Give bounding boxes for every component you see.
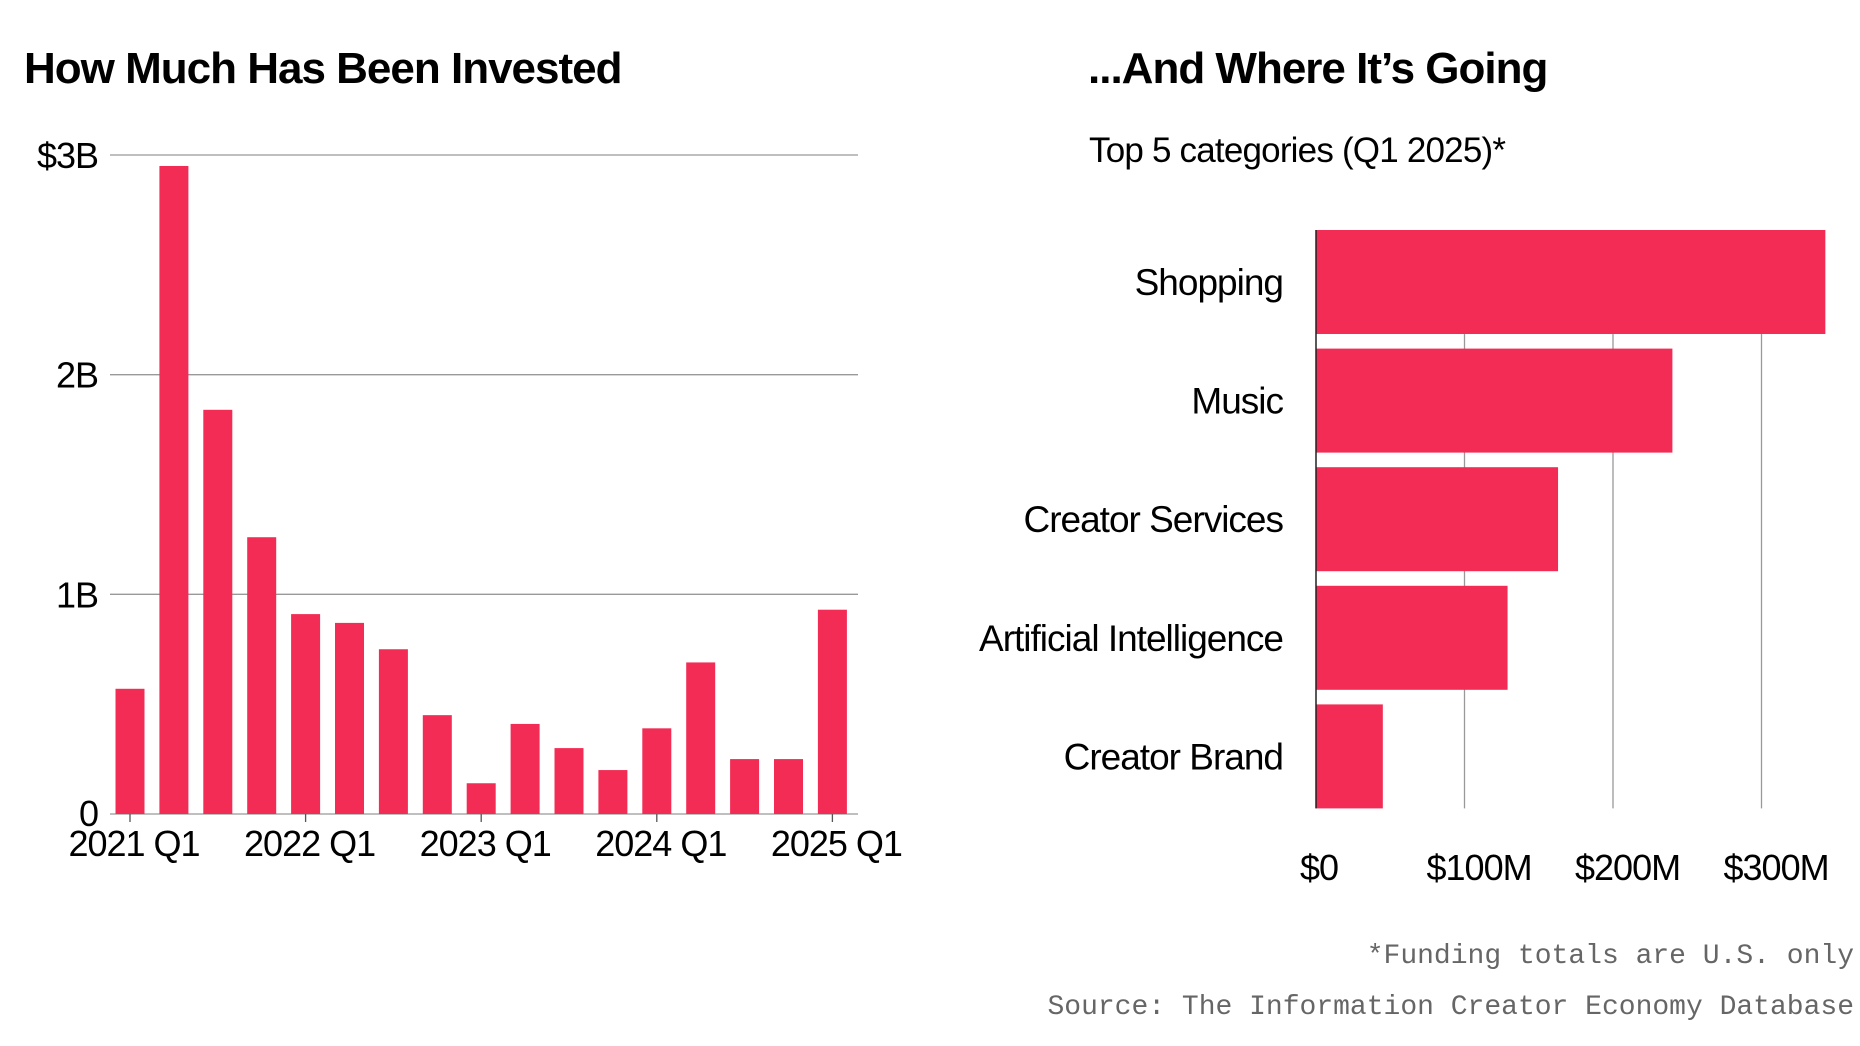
bar-artificial-intelligence bbox=[1316, 585, 1508, 690]
bar-2022-q3 bbox=[378, 649, 408, 814]
bar-2022-q1 bbox=[291, 614, 321, 814]
left-chart-title: How Much Has Been Invested bbox=[24, 44, 621, 93]
bar-2021-q2 bbox=[159, 165, 189, 814]
bar-2023-q3 bbox=[554, 748, 584, 814]
bar-music bbox=[1316, 348, 1673, 453]
bar-creator-services bbox=[1316, 467, 1559, 572]
footnote: *Funding totals are U.S. only bbox=[1367, 941, 1854, 972]
right-chart-subtitle: Top 5 categories (Q1 2025)* bbox=[1089, 131, 1506, 170]
x-tick-label: $300M bbox=[1724, 847, 1829, 888]
bar-2023-q2 bbox=[510, 723, 540, 814]
x-tick-label: 2023 Q1 bbox=[420, 823, 551, 864]
bar-2022-q4 bbox=[422, 715, 452, 814]
right-bar-chart: $0 $100M $200M $300M Shopping Music Creator Se… bbox=[979, 230, 1830, 888]
bar-2021-q1 bbox=[115, 688, 145, 814]
bar-2024-q4 bbox=[774, 759, 803, 814]
y-tick-label: 1B bbox=[56, 574, 98, 615]
x-tick-label: 2024 Q1 bbox=[595, 823, 726, 864]
y-tick-label: 0 bbox=[79, 793, 98, 834]
bar-creator-brand bbox=[1316, 704, 1383, 809]
bar-2025-q1 bbox=[817, 609, 847, 814]
left-bar-chart: 0 1B 2B $3B 2021 Q1 2022 Q1 2023 Q1 2024 Q1 2025… bbox=[37, 135, 903, 864]
x-tick-label: $100M bbox=[1427, 847, 1532, 888]
bar-2022-q2 bbox=[335, 622, 364, 814]
bar-2021-q4 bbox=[247, 537, 277, 814]
category-label: Shopping bbox=[1135, 262, 1283, 303]
bar-2024-q2 bbox=[686, 662, 716, 814]
x-tick-label: $200M bbox=[1575, 847, 1680, 888]
category-label: Creator Services bbox=[1023, 499, 1283, 540]
bar-2023-q1 bbox=[466, 783, 496, 814]
x-tick-label: 2022 Q1 bbox=[244, 823, 375, 864]
x-tick-label: 2021 Q1 bbox=[68, 823, 199, 864]
source-note: Source: The Information Creator Economy … bbox=[1047, 992, 1854, 1023]
category-label: Music bbox=[1191, 381, 1283, 422]
bar-2024-q3 bbox=[730, 759, 760, 814]
x-tick-label: $0 bbox=[1300, 847, 1338, 888]
bar-2023-q4 bbox=[598, 770, 628, 814]
y-tick-label: 2B bbox=[56, 355, 98, 396]
bar-2021-q3 bbox=[203, 409, 233, 814]
x-tick-label: 2025 Q1 bbox=[771, 823, 902, 864]
bar-shopping bbox=[1316, 230, 1826, 334]
y-tick-label: $3B bbox=[37, 135, 98, 176]
right-chart-title: ...And Where It’s Going bbox=[1088, 44, 1547, 93]
bar-2024-q1 bbox=[642, 728, 672, 814]
category-label: Artificial Intelligence bbox=[979, 618, 1283, 659]
category-label: Creator Brand bbox=[1064, 736, 1283, 777]
